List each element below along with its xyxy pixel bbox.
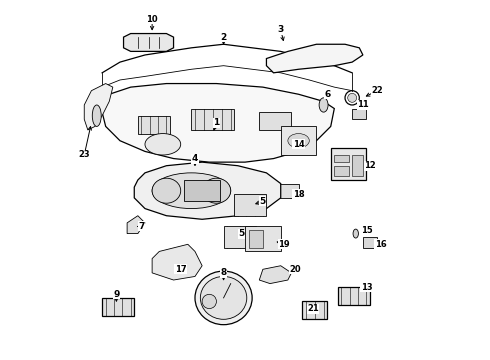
Ellipse shape [348, 93, 357, 102]
Polygon shape [134, 162, 281, 219]
Text: 20: 20 [289, 265, 301, 274]
Ellipse shape [288, 134, 309, 148]
Text: 6: 6 [324, 90, 330, 99]
FancyBboxPatch shape [302, 301, 327, 319]
Text: 17: 17 [175, 265, 187, 274]
Polygon shape [127, 216, 145, 234]
FancyBboxPatch shape [223, 226, 256, 248]
FancyBboxPatch shape [248, 230, 263, 248]
Polygon shape [102, 84, 334, 162]
FancyBboxPatch shape [234, 194, 267, 216]
FancyBboxPatch shape [138, 116, 170, 134]
Polygon shape [84, 84, 113, 130]
Ellipse shape [202, 294, 217, 309]
FancyBboxPatch shape [334, 155, 348, 162]
Text: 8: 8 [220, 268, 227, 277]
Ellipse shape [202, 178, 231, 203]
FancyBboxPatch shape [331, 148, 367, 180]
Ellipse shape [200, 276, 247, 319]
Text: 4: 4 [192, 154, 198, 163]
Ellipse shape [353, 229, 358, 238]
FancyBboxPatch shape [184, 180, 220, 202]
Text: 7: 7 [138, 222, 145, 231]
Text: 3: 3 [278, 26, 284, 35]
FancyBboxPatch shape [281, 126, 317, 155]
Text: 15: 15 [361, 225, 372, 234]
Ellipse shape [319, 98, 328, 112]
Text: 1: 1 [213, 118, 220, 127]
FancyBboxPatch shape [102, 298, 134, 316]
FancyBboxPatch shape [338, 287, 370, 305]
Text: 13: 13 [361, 283, 372, 292]
Ellipse shape [145, 134, 181, 155]
Polygon shape [152, 244, 202, 280]
Text: 23: 23 [78, 150, 90, 159]
FancyBboxPatch shape [363, 237, 377, 248]
Ellipse shape [92, 105, 101, 126]
Polygon shape [123, 33, 173, 51]
Ellipse shape [195, 271, 252, 325]
Text: 5: 5 [238, 229, 245, 238]
Text: 9: 9 [113, 290, 120, 299]
FancyBboxPatch shape [352, 155, 363, 176]
Text: 5: 5 [260, 197, 266, 206]
FancyBboxPatch shape [334, 166, 348, 176]
Ellipse shape [152, 173, 231, 208]
Text: 16: 16 [375, 240, 387, 249]
FancyBboxPatch shape [192, 109, 234, 130]
FancyBboxPatch shape [259, 112, 292, 130]
FancyBboxPatch shape [245, 226, 281, 251]
Text: 10: 10 [147, 15, 158, 24]
Text: 12: 12 [364, 161, 376, 170]
Text: 14: 14 [293, 140, 304, 149]
Text: 21: 21 [307, 304, 319, 313]
Text: 11: 11 [357, 100, 369, 109]
Text: 22: 22 [371, 86, 383, 95]
Ellipse shape [152, 178, 181, 203]
Text: 18: 18 [293, 190, 304, 199]
Text: 2: 2 [220, 33, 227, 42]
Text: 19: 19 [278, 240, 290, 249]
FancyBboxPatch shape [352, 109, 367, 119]
Polygon shape [267, 44, 363, 73]
Polygon shape [259, 266, 292, 284]
FancyBboxPatch shape [277, 184, 298, 198]
